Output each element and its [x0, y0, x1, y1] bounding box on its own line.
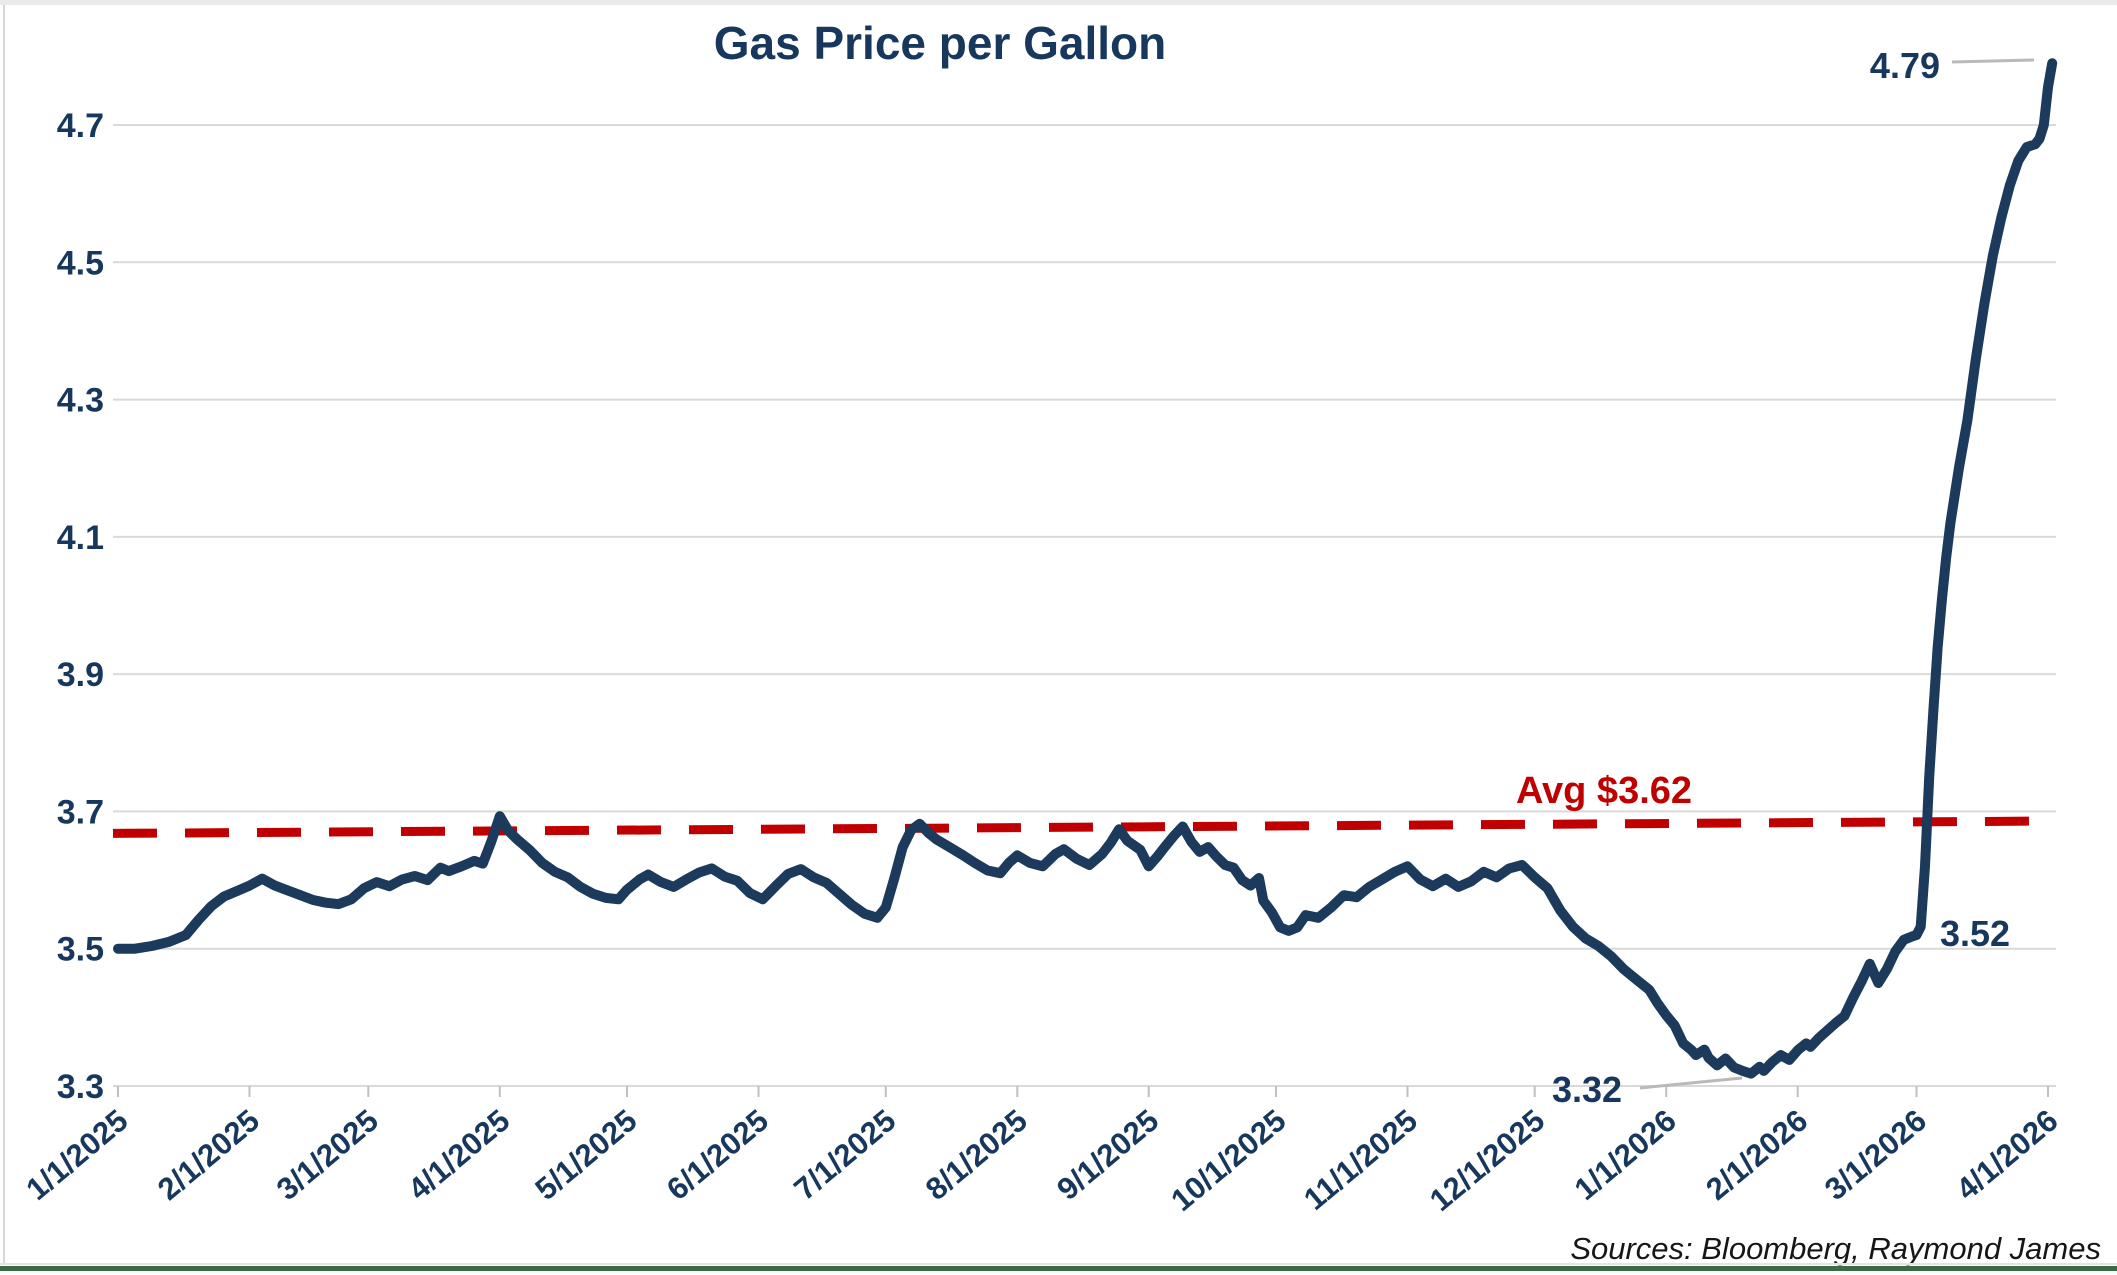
panel-top-strip	[0, 0, 2117, 5]
x-tick-label: 1/1/2025	[20, 1103, 135, 1207]
x-tick-label: 4/1/2026	[1950, 1103, 2065, 1207]
avg-dashed-line	[112, 816, 2057, 838]
pre-spike-value-label: 3.52	[1940, 913, 2011, 954]
panel-left-border	[3, 5, 5, 1263]
bottom-divider-line	[0, 1263, 2117, 1265]
y-tick-label: 4.3	[57, 382, 104, 420]
x-tick-label: 9/1/2025	[1050, 1103, 1165, 1207]
bottom-green-bar	[0, 1266, 2117, 1271]
x-tick-label: 3/1/2026	[1818, 1103, 1933, 1207]
x-tick-label: 5/1/2025	[529, 1103, 644, 1207]
x-tick-label: 10/1/2025	[1164, 1103, 1292, 1218]
x-tick-label: 2/1/2026	[1699, 1103, 1814, 1207]
x-tick-label: 11/1/2025	[1297, 1103, 1424, 1217]
chart-title: Gas Price per Gallon	[713, 17, 1167, 69]
y-tick-label: 3.9	[57, 656, 104, 694]
x-tick-label: 1/1/2026	[1568, 1103, 1683, 1207]
y-tick-label: 4.1	[57, 519, 104, 557]
source-credit: Sources: Bloomberg, Raymond James	[1570, 1231, 2101, 1266]
x-tick-label: 8/1/2025	[919, 1103, 1034, 1207]
x-tick-label: 3/1/2025	[270, 1103, 385, 1207]
x-tick-label: 7/1/2025	[787, 1103, 902, 1207]
x-tick-label: 12/1/2025	[1423, 1103, 1551, 1218]
y-tick-label: 3.7	[57, 793, 104, 831]
end-value-label: 4.79	[1869, 45, 1940, 86]
min-value-label: 3.32	[1552, 1069, 1623, 1110]
y-tick-label: 4.5	[57, 244, 104, 282]
x-tick-label: 2/1/2025	[151, 1103, 266, 1207]
x-tick-label: 4/1/2025	[401, 1103, 516, 1207]
y-tick-label: 3.5	[57, 931, 104, 969]
min-leader-line	[1639, 1076, 1743, 1090]
peak-leader-line	[1951, 58, 2035, 64]
avg-line-label: Avg $3.62	[1516, 770, 1693, 812]
y-tick-label: 4.7	[57, 107, 104, 145]
y-tick-label: 3.3	[57, 1068, 104, 1106]
x-tick-label: 6/1/2025	[660, 1103, 775, 1207]
price-line	[113, 58, 2058, 1079]
